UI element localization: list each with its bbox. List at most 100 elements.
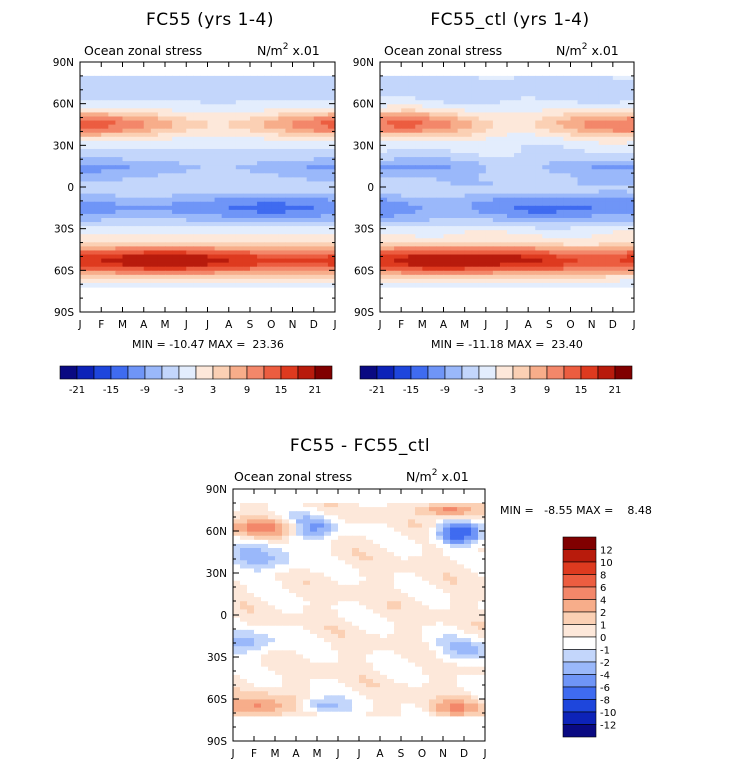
field-cell	[200, 205, 209, 211]
field-cell	[422, 230, 430, 235]
field-cell	[299, 153, 308, 158]
field-cell	[443, 605, 451, 610]
field-cell	[528, 262, 536, 268]
field-cell	[207, 185, 216, 191]
field-cell	[542, 148, 550, 154]
field-cell	[327, 100, 336, 105]
field-cell	[471, 140, 480, 146]
field-cell	[415, 177, 423, 183]
field-cell	[542, 136, 550, 142]
field-cell	[577, 140, 586, 146]
field-cell	[108, 140, 117, 146]
field-cell	[563, 189, 572, 195]
field-cell	[207, 140, 216, 146]
field-cell	[303, 593, 311, 598]
field-cell	[380, 580, 388, 586]
field-cell	[556, 201, 565, 207]
field-cell	[338, 576, 346, 582]
field-cell	[387, 246, 395, 252]
field-cell	[556, 262, 565, 268]
field-cell	[257, 226, 265, 231]
field-cell	[443, 515, 451, 520]
field-cell	[591, 92, 600, 97]
field-cell	[115, 116, 124, 122]
field-cell	[605, 96, 614, 101]
field-cell	[556, 177, 565, 183]
field-cell	[514, 266, 522, 272]
field-cell	[143, 201, 152, 207]
field-cell	[394, 539, 402, 545]
field-cell	[394, 519, 402, 525]
field-cell	[528, 177, 536, 183]
field-cell	[221, 96, 230, 101]
field-cell	[257, 148, 265, 154]
field-cell	[313, 282, 322, 288]
field-cell	[457, 209, 466, 215]
field-cell	[394, 605, 402, 610]
field-cell	[235, 246, 244, 252]
panel-fc55: FC55 (yrs 1-4) Ocean zonal stress N/m2 x…	[53, 10, 337, 396]
field-cell	[556, 185, 565, 191]
field-cell	[598, 116, 607, 122]
field-cell	[157, 250, 166, 256]
field-cell	[450, 270, 459, 276]
field-cell	[612, 136, 621, 142]
field-cell	[129, 246, 138, 252]
field-cell	[108, 116, 117, 122]
field-cell	[457, 580, 465, 586]
field-cell	[577, 201, 586, 207]
field-cell	[233, 584, 241, 590]
field-cell	[619, 124, 628, 130]
field-cell	[165, 144, 173, 150]
field-cell	[108, 108, 117, 114]
field-cell	[549, 209, 557, 215]
field-cell	[136, 120, 145, 126]
field-cell	[150, 270, 159, 276]
field-cell	[619, 234, 628, 239]
field-cell	[436, 136, 445, 142]
field-cell	[282, 511, 290, 516]
field-cell	[242, 197, 251, 203]
field-cell	[324, 568, 332, 574]
field-cell	[179, 193, 187, 199]
field-cell	[233, 539, 241, 545]
field-cell	[157, 242, 166, 248]
field-cell	[115, 173, 124, 178]
field-cell	[471, 213, 480, 219]
field-cell	[352, 568, 360, 574]
field-cell	[563, 169, 572, 174]
field-cell	[401, 84, 409, 89]
field-cell	[464, 108, 473, 114]
field-cell	[514, 222, 522, 227]
field-cell	[278, 193, 287, 199]
field-cell	[535, 189, 543, 195]
panel-subtitle: Ocean zonal stress	[84, 43, 202, 58]
field-cell	[179, 79, 187, 85]
field-cell	[429, 75, 438, 81]
field-cell	[387, 515, 395, 520]
field-cell	[261, 597, 269, 602]
field-cell	[415, 266, 423, 272]
field-cell	[165, 128, 173, 134]
y-tick-label: 30N	[53, 140, 74, 152]
field-cell	[478, 523, 486, 529]
field-cell	[429, 274, 438, 280]
field-cell	[542, 181, 550, 187]
field-cell	[563, 246, 572, 252]
field-cell	[443, 564, 451, 570]
field-cell	[556, 282, 565, 288]
field-cell	[345, 613, 353, 619]
field-cell	[408, 519, 416, 525]
field-cell	[471, 242, 480, 248]
field-cell	[584, 165, 593, 170]
field-cell	[549, 116, 557, 122]
field-cell	[450, 92, 459, 97]
field-cell	[570, 153, 579, 158]
field-cell	[136, 270, 145, 276]
field-cell	[264, 75, 272, 81]
field-cell	[228, 148, 237, 154]
field-cell	[122, 79, 131, 85]
field-cell	[261, 539, 269, 545]
field-cell	[626, 169, 635, 174]
field-cell	[129, 226, 138, 231]
